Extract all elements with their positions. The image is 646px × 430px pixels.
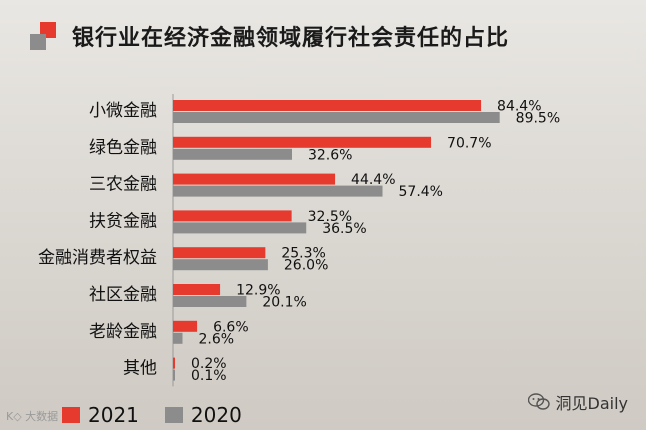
title-mark-gray-square: [30, 34, 46, 50]
bar-2020: [173, 148, 292, 160]
data-label-2021: 44.4%: [351, 172, 395, 188]
category-label: 扶贫金融: [89, 211, 157, 231]
category-label: 绿色金融: [89, 138, 157, 158]
legend: 2021 2020: [62, 403, 268, 427]
data-label-2021: 70.7%: [447, 135, 491, 151]
bar-2021: [173, 284, 221, 295]
chart-title: 银行业在经济金融领域履行社会责任的占比: [72, 26, 510, 51]
corner-watermark: K◇ 大数据: [6, 410, 59, 423]
data-label-2020: 36.5%: [322, 221, 366, 237]
category-label: 社区金融: [89, 285, 157, 305]
data-label-2020: 0.1%: [191, 368, 227, 384]
data-label-2020: 89.5%: [516, 111, 560, 127]
bar-2021: [173, 320, 198, 332]
bar-2021: [173, 210, 292, 222]
legend-label-2021: 2021: [88, 403, 139, 427]
category-label: 金融消费者权益: [38, 248, 157, 268]
category-label: 老龄金融: [89, 322, 157, 342]
legend-label-2020: 2020: [190, 403, 242, 427]
title-mark: [30, 22, 60, 52]
data-label-2020: 26.0%: [284, 258, 328, 274]
data-label-2021: 6.6%: [213, 319, 249, 335]
bar-2021: [173, 247, 266, 259]
data-label-2020: 57.4%: [399, 184, 443, 200]
data-label-2021: 12.9%: [236, 283, 280, 299]
bar-2020: [173, 296, 247, 307]
wechat-icon: [527, 393, 550, 410]
bar-2021: [173, 136, 432, 148]
category-label: 三农金融: [89, 175, 157, 195]
bar-2020: [173, 112, 500, 123]
legend-swatch-2021: [62, 407, 80, 423]
bar-2020: [173, 369, 175, 381]
bar-2021: [173, 100, 482, 111]
bar-2020: [173, 332, 183, 344]
data-label-2020: 2.6%: [198, 331, 234, 347]
category-label: 小微金融: [89, 101, 157, 121]
data-label-2020: 32.6%: [308, 147, 352, 163]
brand-watermark-text: 洞见Daily: [555, 394, 629, 413]
bar-2020: [173, 259, 268, 271]
data-label-2021: 84.4%: [497, 99, 541, 115]
data-label-2021: 25.3%: [281, 246, 325, 262]
data-label-2021: 32.5%: [308, 209, 352, 225]
legend-item-2021: 2021: [62, 403, 139, 427]
bar-2021: [173, 357, 175, 369]
bar-2020: [173, 222, 307, 234]
legend-item-2020: 2020: [164, 403, 242, 427]
bar-2020: [173, 185, 383, 197]
data-label-2020: 20.1%: [262, 295, 306, 311]
category-label: 其他: [123, 359, 157, 379]
legend-swatch-2020: [164, 407, 183, 423]
data-label-2021: 0.2%: [191, 356, 227, 372]
brand-watermark: 洞见Daily: [527, 390, 629, 414]
bar-2021: [173, 173, 336, 185]
